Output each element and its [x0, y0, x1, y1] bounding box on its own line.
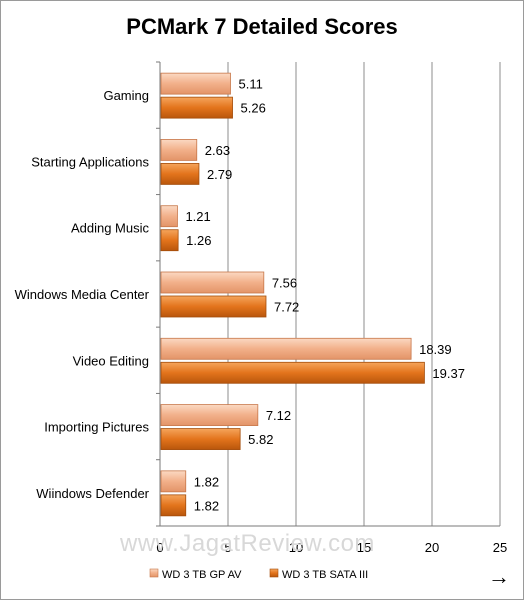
bar	[160, 337, 412, 360]
bar	[160, 163, 200, 185]
bar	[160, 404, 259, 426]
x-tick-label: 25	[493, 540, 507, 555]
bar	[160, 428, 241, 450]
bar	[160, 361, 425, 384]
bar	[160, 72, 231, 95]
data-label: 2.79	[207, 167, 232, 182]
data-label: 5.82	[248, 432, 273, 447]
data-label: 2.63	[205, 143, 230, 158]
watermark: www.JagatReview.com	[120, 530, 375, 557]
x-tick-label: 10	[289, 540, 303, 555]
chart-title: PCMark 7 Detailed Scores	[126, 14, 398, 39]
data-label: 1.21	[185, 209, 210, 224]
category-label: Adding Music	[71, 221, 150, 236]
x-tick-label: 20	[425, 540, 439, 555]
data-label: 18.39	[419, 342, 452, 357]
x-tick-label: 5	[224, 540, 231, 555]
x-tick-label: 0	[156, 540, 163, 555]
legend-swatch	[269, 568, 279, 578]
bar	[160, 271, 265, 294]
bar	[160, 470, 187, 493]
legend-label: WD 3 TB SATA III	[282, 569, 368, 581]
category-label: Starting Applications	[31, 154, 149, 169]
category-label: Wiindows Defender	[36, 486, 149, 501]
category-label: Windows Media Center	[15, 287, 150, 302]
legend-label: WD 3 TB GP AV	[162, 569, 242, 581]
bar	[160, 205, 178, 228]
bar	[160, 295, 267, 318]
bar	[160, 494, 187, 517]
bar	[160, 96, 233, 119]
data-label: 5.26	[241, 101, 266, 116]
data-label: 7.56	[272, 276, 297, 291]
data-label: 5.11	[238, 77, 262, 92]
legend-swatch	[149, 568, 159, 578]
data-label: 1.82	[194, 498, 219, 513]
arrow-icon[interactable]: →	[488, 564, 510, 589]
bar	[160, 139, 198, 161]
data-label: 1.82	[194, 474, 219, 489]
data-label: 1.26	[186, 233, 211, 248]
data-label: 19.37	[432, 366, 465, 381]
data-label: 7.72	[274, 300, 299, 315]
category-label: Gaming	[103, 88, 149, 103]
category-label: Importing Pictures	[44, 420, 149, 435]
x-tick-label: 15	[357, 540, 371, 555]
category-label: Video Editing	[73, 353, 149, 368]
bar	[160, 229, 179, 252]
data-label: 7.12	[266, 408, 291, 423]
